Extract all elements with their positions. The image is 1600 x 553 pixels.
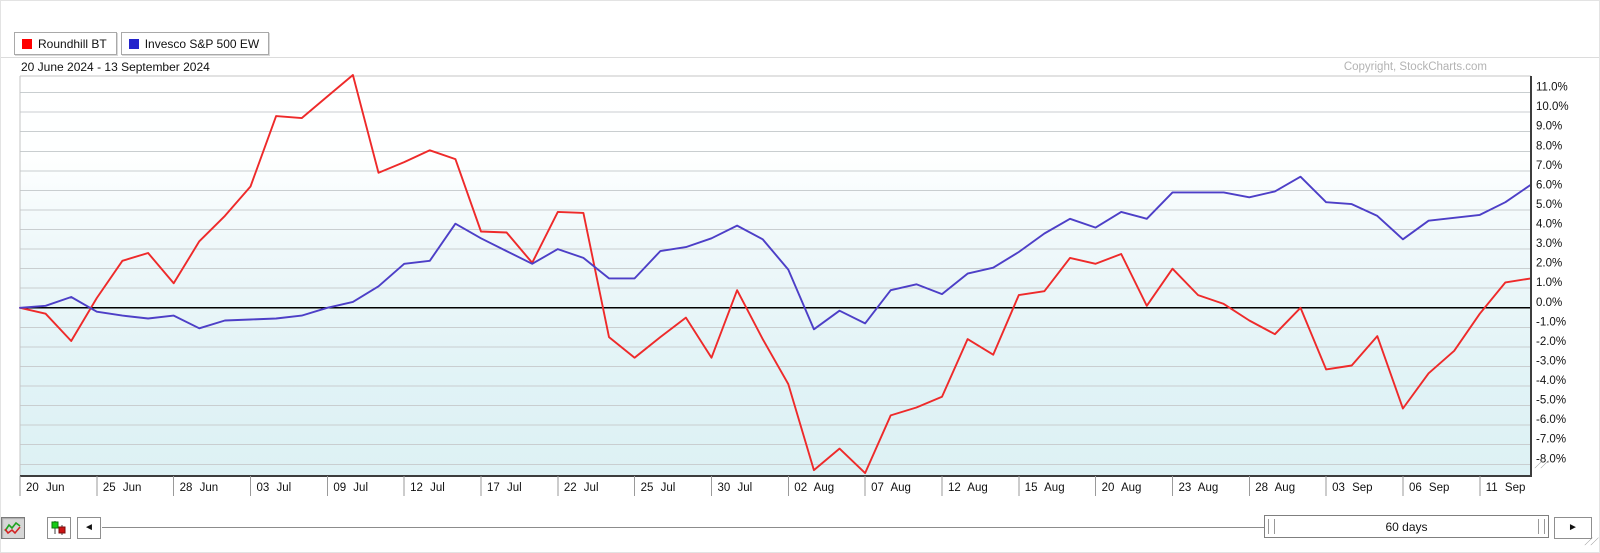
blue-series-swatch-icon (128, 38, 139, 49)
y-axis-label: -6.0% (1536, 414, 1566, 426)
y-axis-label: 4.0% (1536, 219, 1562, 231)
legend-item-invesco-sp500-ew[interactable]: Invesco S&P 500 EW (120, 32, 270, 55)
y-axis-label: 1.0% (1536, 277, 1562, 289)
y-axis-label: 5.0% (1536, 199, 1562, 211)
x-axis-label: 03 Jul (256, 482, 291, 494)
x-axis-label: 15 Aug (1025, 482, 1065, 494)
x-axis-label: 25 Jul (641, 482, 676, 494)
y-axis-label: 9.0% (1536, 121, 1562, 133)
x-axis-label: 11 Sep (1486, 482, 1526, 494)
y-axis-label: -4.0% (1536, 375, 1566, 387)
date-range-subtitle: 20 June 2024 - 13 September 2024 (21, 60, 210, 74)
header-divider (1, 57, 1599, 58)
candlestick-chart-icon (51, 520, 66, 535)
scroll-left-button[interactable]: ◄ (77, 517, 101, 539)
legend-item-roundhill-bt[interactable]: Roundhill BT (14, 32, 117, 55)
y-axis-label: -3.0% (1536, 355, 1566, 367)
right-arrow-icon: ► (1568, 522, 1578, 533)
x-axis-label: 22 Jul (564, 482, 599, 494)
y-axis-label: -8.0% (1536, 453, 1566, 465)
slider-grip-left-icon (1268, 519, 1275, 534)
x-axis-label: 25 Jun (103, 482, 142, 494)
x-axis-label: 17 Jul (487, 482, 522, 494)
series-line-invesco-s-p-500-ew (19, 175, 1532, 331)
y-axis-label: -7.0% (1536, 434, 1566, 446)
x-axis-label: 20 Jun (26, 482, 65, 494)
x-axis-label: 12 Aug (948, 482, 988, 494)
line-chart-style-button[interactable] (1, 517, 25, 539)
x-axis-label: 06 Sep (1409, 482, 1449, 494)
legend-label: Invesco S&P 500 EW (144, 36, 260, 51)
slider-grip-right-icon (1538, 519, 1545, 534)
y-axis-label: -2.0% (1536, 336, 1566, 348)
x-axis-label: 09 Jul (333, 482, 368, 494)
axis-resize-handle-icon[interactable]: ⟋⟋ (1534, 460, 1548, 471)
corner-resize-handle-icon[interactable]: ⟋⟋ (1584, 537, 1598, 548)
x-axis-label: 03 Sep (1332, 482, 1372, 494)
copyright-text: Copyright, StockCharts.com (1343, 61, 1487, 73)
range-slider-thumb[interactable]: 60 days (1264, 515, 1549, 538)
scroll-right-button[interactable]: ► (1554, 517, 1592, 539)
range-slider-track[interactable] (102, 527, 1264, 528)
candlestick-style-button[interactable] (47, 517, 71, 539)
plot-background (20, 76, 1531, 476)
y-axis-label: 10.0% (1536, 101, 1569, 113)
line-chart-icon (4, 521, 21, 535)
x-axis-label: 28 Jun (180, 482, 219, 494)
x-axis-label: 07 Aug (871, 482, 911, 494)
y-axis-label: 0.0% (1536, 297, 1562, 309)
x-axis-label: 12 Jul (410, 482, 445, 494)
red-series-swatch-icon (22, 38, 32, 49)
legend-label: Roundhill BT (38, 36, 107, 51)
y-axis-label: 2.0% (1536, 258, 1562, 270)
x-axis-label: 02 Aug (794, 482, 834, 494)
y-axis-label: 3.0% (1536, 238, 1562, 250)
x-axis-label: 20 Aug (1102, 482, 1142, 494)
chart-legend: Roundhill BT Invesco S&P 500 EW (14, 32, 270, 55)
x-axis-label: 23 Aug (1178, 482, 1218, 494)
y-axis-label: -1.0% (1536, 316, 1566, 328)
left-arrow-icon: ◄ (84, 522, 94, 533)
x-axis-label: 28 Aug (1255, 482, 1295, 494)
y-axis-label: 7.0% (1536, 160, 1562, 172)
y-axis-label: -5.0% (1536, 395, 1566, 407)
y-axis-label: 11.0% (1536, 82, 1568, 94)
x-axis-label: 30 Jul (717, 482, 752, 494)
y-axis-label: 6.0% (1536, 179, 1562, 191)
y-axis-label: 8.0% (1536, 140, 1562, 152)
series-line-roundhill-bt (19, 74, 1532, 475)
range-label: 60 days (1385, 519, 1428, 534)
